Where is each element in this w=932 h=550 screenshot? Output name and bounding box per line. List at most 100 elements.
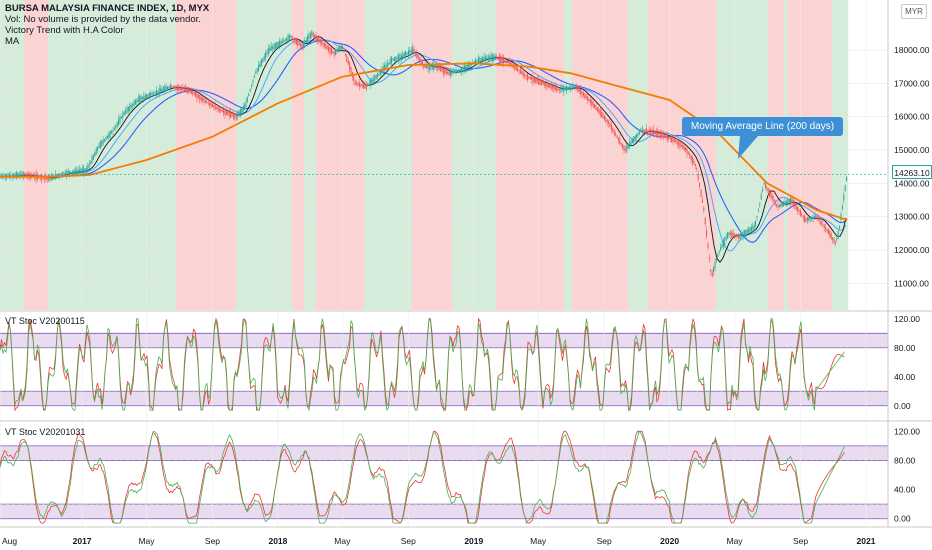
candle-body — [533, 77, 535, 83]
trend-stripe — [676, 0, 681, 310]
trend-stripe — [464, 0, 469, 310]
candle-body — [259, 63, 261, 68]
trend-stripe — [800, 0, 805, 310]
trend-stripe — [20, 0, 25, 310]
candle-body — [258, 64, 260, 71]
candle-body — [301, 43, 303, 50]
candle-body — [804, 215, 806, 223]
trend-stripe — [56, 0, 61, 310]
candle-body — [136, 100, 138, 103]
candle-body — [175, 85, 177, 90]
candle-body — [395, 56, 397, 62]
candle-body — [662, 133, 664, 138]
candle-body — [441, 67, 443, 72]
candle-body — [18, 172, 20, 179]
trend-stripe — [444, 0, 449, 310]
candle-body — [521, 71, 523, 74]
annotation-callout[interactable]: Moving Average Line (200 days) — [682, 117, 843, 136]
trend-stripe — [204, 0, 209, 310]
trend-stripe — [424, 0, 429, 310]
candle-body — [190, 88, 192, 95]
candle-body — [420, 58, 422, 65]
trend-stripe — [184, 0, 189, 310]
candle-body — [654, 131, 656, 134]
candle-body — [834, 242, 836, 244]
candle-body — [470, 63, 472, 66]
candle-body — [158, 87, 160, 95]
trend-stripe — [396, 0, 401, 310]
candle-body — [650, 129, 652, 134]
candle-body — [237, 113, 239, 117]
currency-label[interactable]: MYR — [901, 4, 927, 19]
candle-body — [687, 152, 689, 155]
trend-stripe — [116, 0, 121, 310]
candle-body — [122, 112, 124, 118]
candle-body — [812, 216, 814, 219]
trend-stripe — [112, 0, 117, 310]
trend-stripe — [776, 0, 781, 310]
candle-body — [757, 209, 759, 211]
osc1-line-main — [0, 317, 845, 412]
trend-stripe — [708, 0, 713, 310]
candle-body — [598, 109, 600, 113]
trend-stripe — [716, 0, 721, 310]
candle-body — [94, 152, 96, 157]
candle-body — [608, 121, 610, 124]
candle-body — [841, 205, 843, 210]
candle-body — [605, 117, 607, 122]
candle-body — [799, 210, 801, 216]
trend-stripe — [508, 0, 513, 310]
candle-body — [28, 172, 30, 179]
candle-body — [409, 50, 411, 54]
candle-body — [790, 197, 792, 204]
candle-body — [641, 127, 643, 133]
candle-body — [573, 85, 575, 89]
osc2-tick-label: 40.00 — [894, 485, 916, 495]
candle-body — [490, 54, 492, 61]
candle-body — [106, 135, 108, 139]
candle-body — [241, 108, 243, 113]
time-tick-label: 2020 — [660, 536, 679, 546]
trend-stripe — [712, 0, 717, 310]
trend-stripe — [60, 0, 65, 310]
trend-stripe — [164, 0, 169, 310]
candle-body — [832, 237, 834, 240]
trend-stripe — [180, 0, 185, 310]
price-pane — [0, 29, 888, 278]
candle-body — [315, 34, 317, 40]
candle-body — [466, 64, 468, 69]
candle-body — [112, 129, 114, 132]
time-tick-label: Sep — [401, 536, 416, 546]
candle-body — [732, 232, 734, 238]
trend-stripe — [248, 0, 253, 310]
price-tick-label: 15000.00 — [894, 145, 930, 155]
candle-body — [319, 39, 321, 44]
trend-stripe — [124, 0, 129, 310]
candle-body — [314, 34, 316, 38]
candle-body — [239, 109, 241, 115]
candle-body — [648, 129, 650, 134]
trend-stripe — [140, 0, 145, 310]
candle-body — [699, 182, 701, 188]
trend-stripe — [12, 0, 17, 310]
candle-body — [603, 115, 605, 120]
candle-body — [421, 61, 423, 66]
candle-body — [610, 124, 612, 130]
candle-body — [753, 224, 755, 230]
candle-body — [813, 215, 815, 219]
candle-body — [176, 85, 178, 90]
candle-body — [203, 98, 205, 103]
candle-body — [20, 174, 22, 177]
candle-body — [518, 69, 520, 72]
candle-body — [442, 67, 444, 74]
candle-body — [305, 40, 307, 42]
trend-stripe — [612, 0, 617, 310]
candle-body — [361, 84, 363, 87]
candle-body — [358, 82, 360, 87]
trend-stripe — [784, 0, 789, 310]
trend-stripe — [616, 0, 621, 310]
candle-body — [752, 226, 754, 230]
trend-stripe — [760, 0, 765, 310]
candle-body — [798, 210, 800, 212]
price-tick-label: 18000.00 — [894, 45, 930, 55]
